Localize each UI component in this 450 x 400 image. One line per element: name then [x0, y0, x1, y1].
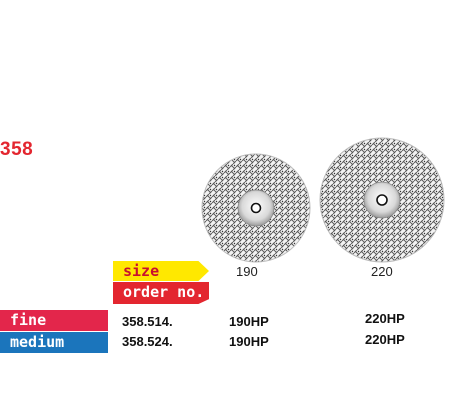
- size-label: size: [123, 262, 160, 280]
- grit-label-fine: fine: [10, 311, 47, 329]
- product-code-fine-190: 190HP: [229, 314, 269, 329]
- series-number: 358: [0, 139, 34, 160]
- size-value-220: 220: [371, 264, 393, 279]
- order-number-medium: 358.524.: [122, 334, 173, 349]
- order-no-label: order no.: [123, 283, 205, 301]
- diamond-disc-220-image: [319, 137, 445, 263]
- grit-label-medium: medium: [10, 333, 65, 351]
- product-code-fine-220: 220HP: [365, 311, 405, 326]
- order-no-label-tag: order no.: [113, 282, 209, 304]
- order-number-fine: 358.514.: [122, 314, 173, 329]
- grit-band-fine: fine: [0, 310, 108, 331]
- size-value-190: 190: [236, 264, 258, 279]
- diamond-disc-190-image: [201, 153, 311, 263]
- product-code-medium-190: 190HP: [229, 334, 269, 349]
- size-label-tag: size: [113, 261, 209, 281]
- product-code-medium-220: 220HP: [365, 332, 405, 347]
- grit-band-medium: medium: [0, 332, 108, 353]
